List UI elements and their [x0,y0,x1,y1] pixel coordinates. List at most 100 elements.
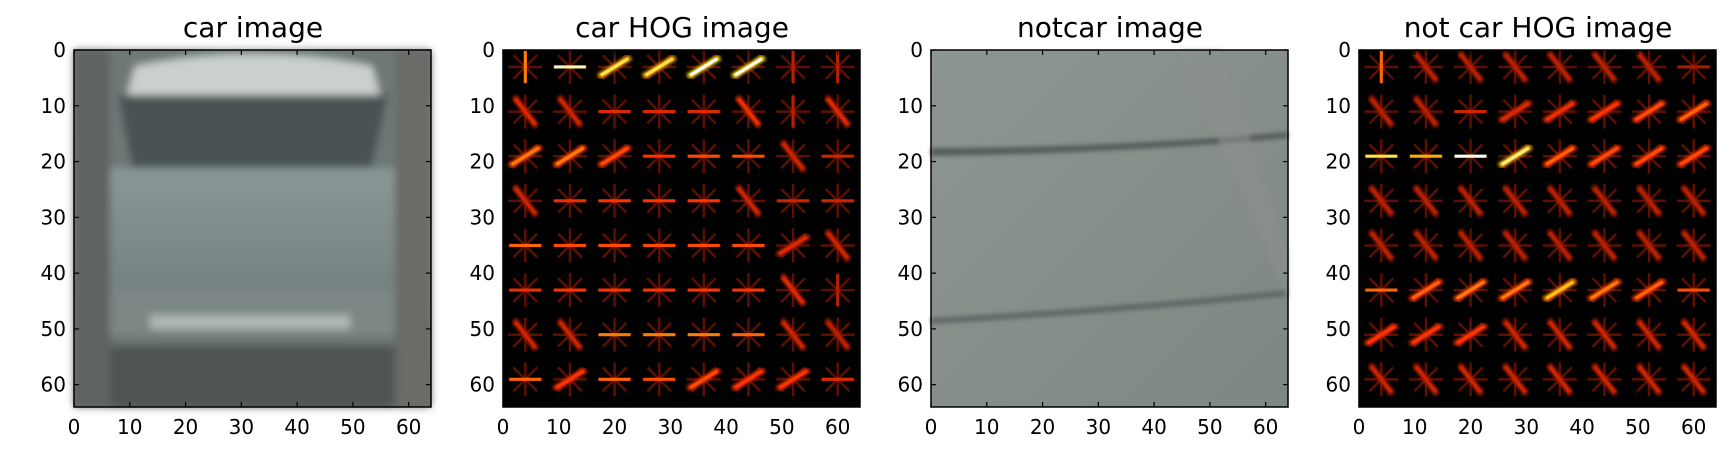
hog-cell [1498,362,1533,397]
x-tick-label: 50 [1197,415,1222,439]
hog-cell [508,317,543,352]
y-tick-label: 50 [470,317,495,341]
hog-cell [729,317,768,352]
y-tick-label: 40 [470,261,495,285]
hog-cell [1632,228,1667,263]
panel-title: notcar image [1017,11,1203,44]
hog-cell [595,317,634,352]
hog-cell [685,183,723,218]
hog-cell [1542,50,1577,84]
x-tick-label: 20 [173,415,198,439]
hog-cell [1542,362,1577,397]
hog-cell [1542,273,1578,308]
hog-cell [1674,273,1713,308]
hog-cell [774,183,812,218]
x-tick-label: 10 [1402,415,1427,439]
x-tick-label: 30 [1086,415,1111,439]
y-tick-label: 20 [1326,150,1351,174]
y-tick-label: 0 [910,38,923,62]
hog-cell [730,362,766,397]
hog-cell [1364,362,1399,397]
hog-cell [1631,139,1667,174]
hog-cell [1674,50,1713,84]
x-tick-label: 40 [284,415,309,439]
hog-cell [1676,139,1712,174]
y-tick-label: 0 [482,38,495,62]
hog-cell [776,48,811,86]
hog-cell [595,273,634,308]
hog-cell [508,183,543,218]
hog-cell [820,228,855,263]
hog-cell [595,228,634,263]
hog-cell [1408,94,1443,129]
hog-cell [1498,317,1533,352]
hog-cell [818,362,857,397]
hog-cells [506,48,857,397]
x-tick-label: 0 [68,415,81,439]
hog-cell [1407,139,1445,174]
road-photo [931,50,1288,407]
x-tick-label: 40 [1569,415,1594,439]
x-tick-label: 50 [769,415,794,439]
hog-cell [1632,183,1667,218]
x-tick-label: 30 [229,415,254,439]
x-tick-label: 30 [658,415,683,439]
y-tick-label: 30 [470,205,495,229]
hog-cell [1364,94,1399,129]
y-tick-label: 10 [898,94,923,118]
hog-cell [640,273,678,308]
x-tick-label: 0 [497,415,510,439]
y-tick-label: 30 [898,205,923,229]
hog-cell [820,94,855,129]
hog-cell [1676,94,1712,129]
hog-cell [506,362,545,397]
hog-cell [641,50,677,84]
hog-cell [1453,317,1489,352]
hog-cell [640,317,678,352]
hog-cell [820,317,855,352]
x-tick-label: 60 [1253,415,1278,439]
hog-cell [1451,94,1490,129]
plot-frame [930,49,1289,408]
hog-cell [1364,48,1399,86]
hog-cell [685,317,723,352]
y-tick-label: 50 [41,317,66,341]
hog-cell [1497,139,1533,174]
hog-cell [1631,94,1667,129]
hog-cell [776,139,811,174]
y-tick-label: 10 [1326,94,1351,118]
x-tick-label: 20 [1458,415,1483,439]
hog-cell [729,273,768,308]
hog-cell [1497,273,1533,308]
hog-cell [1363,317,1399,352]
hog-cell [731,183,766,218]
hog-cell [1587,50,1622,84]
x-tick-label: 60 [1681,415,1706,439]
hog-cell [686,362,722,397]
y-tick-label: 40 [898,261,923,285]
hog-cell [775,228,811,263]
y-tick-label: 50 [1326,317,1351,341]
hog-cell [551,228,589,263]
hog-cell [1542,228,1577,263]
hog-cell [597,139,633,174]
hog-cell [552,139,588,174]
hog-cell [1408,317,1444,352]
hog-cell [1632,50,1667,84]
car-photo [74,50,431,407]
hog-cell [595,362,634,397]
hog-cell [730,50,766,84]
hog-cell [1586,273,1622,308]
car-image-panel: car image [41,11,432,439]
x-tick-label: 40 [1141,415,1166,439]
hog-cell [507,139,543,174]
hog-cell [1497,94,1533,129]
plot-frame [502,49,861,408]
hog-cell [1542,94,1578,129]
hog-cell [508,48,543,86]
hog-cells [1362,48,1713,397]
